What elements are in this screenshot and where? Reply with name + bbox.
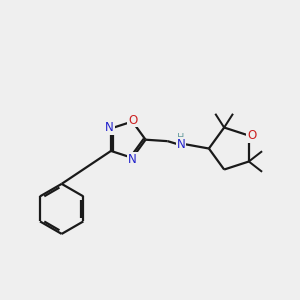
Text: N: N <box>105 122 114 134</box>
Text: N: N <box>176 138 185 151</box>
Text: O: O <box>247 129 256 142</box>
Text: O: O <box>128 113 138 127</box>
Text: N: N <box>128 153 137 166</box>
Text: H: H <box>177 133 184 142</box>
